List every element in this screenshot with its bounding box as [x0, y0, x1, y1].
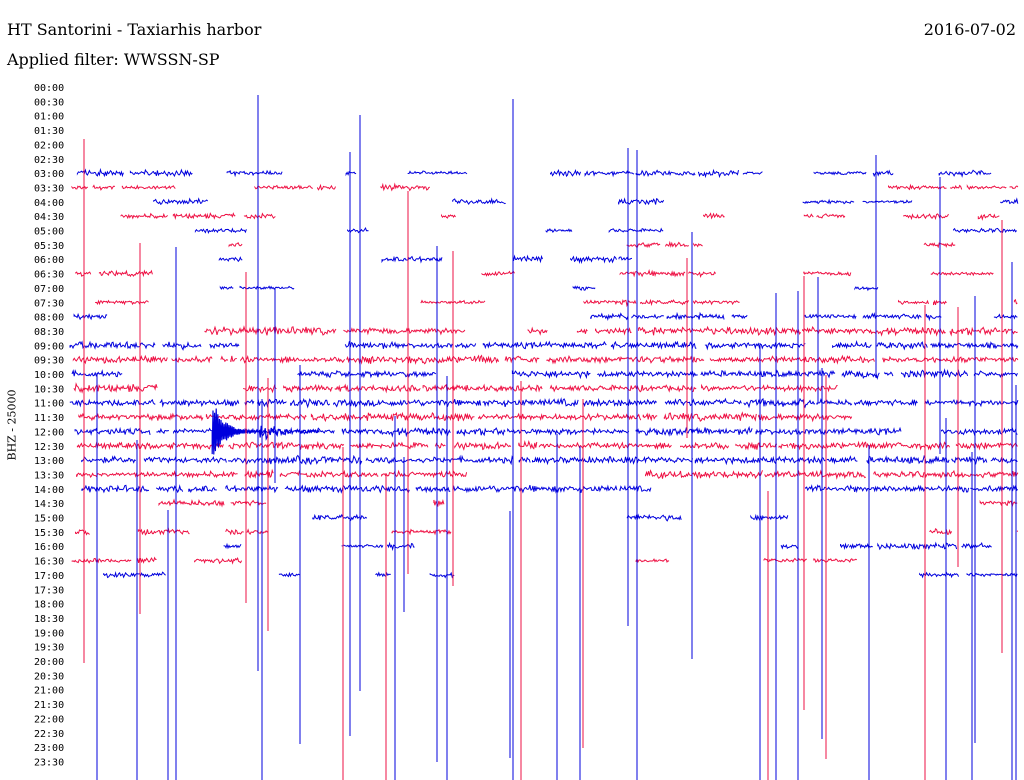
time-tick-label: 13:30 — [34, 470, 64, 481]
time-tick-label: 05:30 — [34, 241, 64, 252]
seismogram-traces — [69, 167, 1019, 579]
trace-row-0730 — [95, 298, 1018, 308]
trace-row-1300 — [81, 454, 1018, 466]
time-tick-label: 11:30 — [34, 413, 64, 424]
time-tick-label: 17:00 — [34, 571, 64, 582]
time-tick-label: 09:30 — [34, 356, 64, 367]
time-tick-label: 01:00 — [34, 112, 64, 123]
time-tick-label: 07:30 — [34, 298, 64, 309]
time-tick-label: 12:00 — [34, 427, 64, 438]
chart-date: 2016-07-02 — [923, 20, 1016, 39]
time-tick-label: 00:00 — [34, 83, 64, 94]
trace-row-1500 — [312, 513, 789, 522]
trace-row-1400 — [81, 483, 1019, 494]
time-tick-label: 02:30 — [34, 155, 64, 166]
trace-row-1330 — [76, 468, 1019, 480]
trace-row-0930 — [72, 354, 1019, 365]
time-tick-label: 18:30 — [34, 614, 64, 625]
time-tick-label: 08:00 — [34, 313, 64, 324]
time-tick-label: 08:30 — [34, 327, 64, 338]
time-tick-label: 16:00 — [34, 542, 64, 553]
time-tick-label: 05:00 — [34, 227, 64, 238]
trace-row-0330 — [71, 182, 1019, 192]
time-tick-label: 22:30 — [34, 729, 64, 740]
time-tick-label: 07:00 — [34, 284, 64, 295]
time-tick-label: 19:00 — [34, 628, 64, 639]
time-tick-label: 18:00 — [34, 600, 64, 611]
trace-row-0430 — [120, 212, 1000, 221]
trace-row-0830 — [204, 325, 1018, 337]
trace-row-1700 — [103, 571, 1018, 579]
trace-row-0700 — [219, 285, 879, 292]
vertical-spikes — [83, 95, 1017, 780]
time-tick-label: 15:00 — [34, 514, 64, 525]
time-tick-label: 20:30 — [34, 671, 64, 682]
trace-row-0400 — [153, 197, 1019, 206]
time-tick-label: 12:30 — [34, 442, 64, 453]
major-event-waveform — [211, 408, 320, 455]
time-tick-label: 04:30 — [34, 212, 64, 223]
time-tick-label: 20:00 — [34, 657, 64, 668]
time-tick-label: 01:30 — [34, 126, 64, 137]
time-tick-label: 15:30 — [34, 528, 64, 539]
time-tick-label: 09:00 — [34, 341, 64, 352]
time-tick-label: 11:00 — [34, 399, 64, 410]
trace-row-1130 — [78, 411, 853, 423]
trace-row-0500 — [194, 227, 1017, 235]
time-tick-label: 06:00 — [34, 255, 64, 266]
time-tick-label: 22:00 — [34, 714, 64, 725]
time-tick-label: 21:00 — [34, 686, 64, 697]
trace-row-0630 — [75, 269, 994, 279]
chart-title: HT Santorini - Taxiarhis harbor — [7, 20, 262, 39]
time-tick-label: 13:00 — [34, 456, 64, 467]
time-tick-label: 16:30 — [34, 557, 64, 568]
filter-label: Applied filter: WWSSN-SP — [7, 50, 220, 69]
trace-row-0600 — [218, 254, 633, 265]
trace-row-0800 — [73, 311, 1018, 322]
time-tick-label: 23:00 — [34, 743, 64, 754]
trace-row-1630 — [71, 556, 858, 565]
trace-row-0900 — [69, 340, 1019, 351]
time-tick-label: 04:00 — [34, 198, 64, 209]
trace-row-1530 — [75, 527, 1018, 536]
trace-row-1100 — [69, 397, 1019, 409]
trace-row-0300 — [76, 167, 992, 179]
time-tick-label: 14:30 — [34, 499, 64, 510]
time-tick-label: 17:30 — [34, 585, 64, 596]
time-tick-label: 03:30 — [34, 183, 64, 194]
time-tick-label: 14:00 — [34, 485, 64, 496]
time-tick-label: 02:00 — [34, 140, 64, 151]
trace-row-1430 — [158, 498, 1018, 509]
trace-row-0530 — [228, 240, 956, 249]
trace-row-1030 — [73, 382, 838, 394]
trace-row-1200 — [74, 425, 1018, 438]
trace-row-1600 — [223, 541, 992, 552]
time-tick-label: 23:30 — [34, 757, 64, 768]
time-tick-label: 06:30 — [34, 270, 64, 281]
time-tick-label: 00:30 — [34, 97, 64, 108]
time-tick-label: 03:00 — [34, 169, 64, 180]
time-tick-label: 10:00 — [34, 370, 64, 381]
time-tick-label: 10:30 — [34, 384, 64, 395]
time-tick-label: 21:30 — [34, 700, 64, 711]
time-tick-label: 19:30 — [34, 643, 64, 654]
